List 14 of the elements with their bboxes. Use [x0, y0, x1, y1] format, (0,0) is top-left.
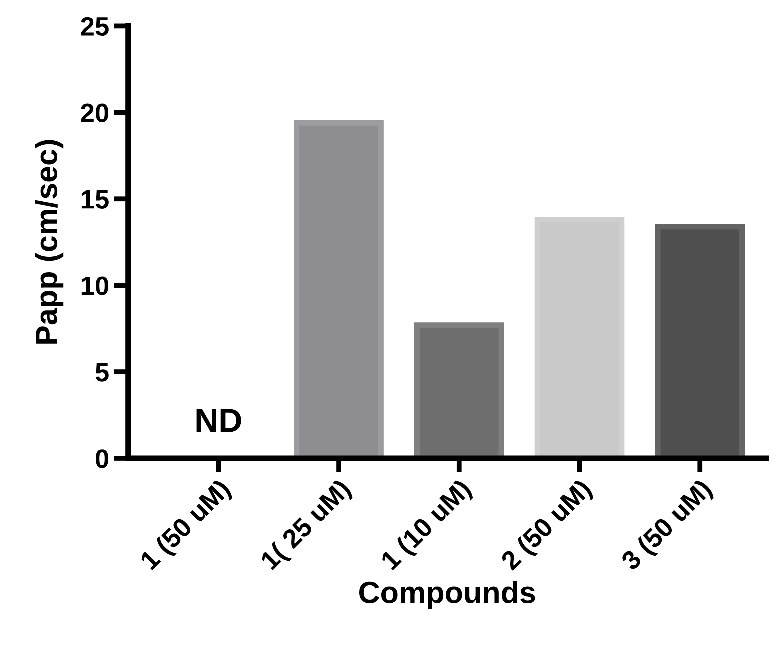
- y-tick-label: 25: [81, 17, 109, 36]
- x-tick-label: 1 (10 uM): [380, 478, 476, 574]
- y-tick-label: 10: [82, 276, 109, 296]
- y-tick-label: 5: [96, 363, 109, 382]
- x-tick-label: 2 (50 uM): [500, 478, 596, 575]
- x-tick-label: 1( 25 uM): [259, 478, 356, 574]
- x-axis-title: Compounds: [360, 581, 536, 610]
- x-tick-label: 3 (50 uM): [620, 478, 717, 576]
- annotation: ND: [196, 409, 242, 432]
- y-tick-label: 15: [82, 190, 109, 209]
- y-axis-title: Papp (cm/sec): [35, 140, 64, 344]
- y-tick-label: 20: [81, 104, 109, 122]
- x-tick-label: 1 (50 uM): [138, 478, 236, 574]
- y-tick-label: 0: [96, 450, 109, 468]
